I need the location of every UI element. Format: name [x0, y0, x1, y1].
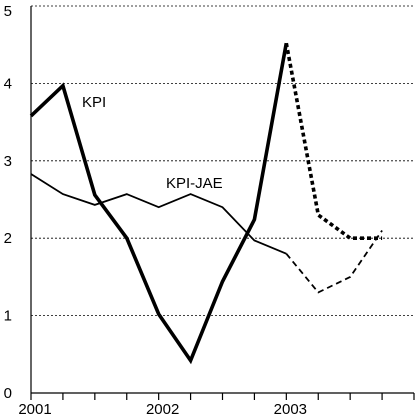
- y-tick-label-3: 3: [4, 153, 12, 170]
- series-kpi-jae-forecast-line: [285, 229, 383, 294]
- y-tick-label-5: 5: [4, 3, 12, 20]
- labels: 0 1 2 3 4 5 2001 2002 2003 KPI KPI-JAE: [4, 3, 307, 418]
- y-tick-label-4: 4: [4, 75, 12, 92]
- series-label-kpi: KPI: [82, 94, 106, 111]
- x-tick-label-2002: 2002: [146, 401, 179, 418]
- x-tick-label-2003: 2003: [274, 401, 307, 418]
- x-tick-label-2001: 2001: [18, 401, 51, 418]
- y-tick-label-1: 1: [4, 308, 12, 325]
- series-kpi-actual-line: [29, 42, 289, 365]
- series-lines: [29, 42, 383, 365]
- axes: [30, 6, 415, 400]
- series-kpi-forecast-line: [284, 42, 383, 240]
- y-tick-label-0: 0: [4, 385, 12, 402]
- y-tick-label-2: 2: [4, 230, 12, 247]
- series-label-kpi-jae: KPI-JAE: [166, 175, 223, 192]
- series-kpi-jae-actual-line: [30, 173, 287, 255]
